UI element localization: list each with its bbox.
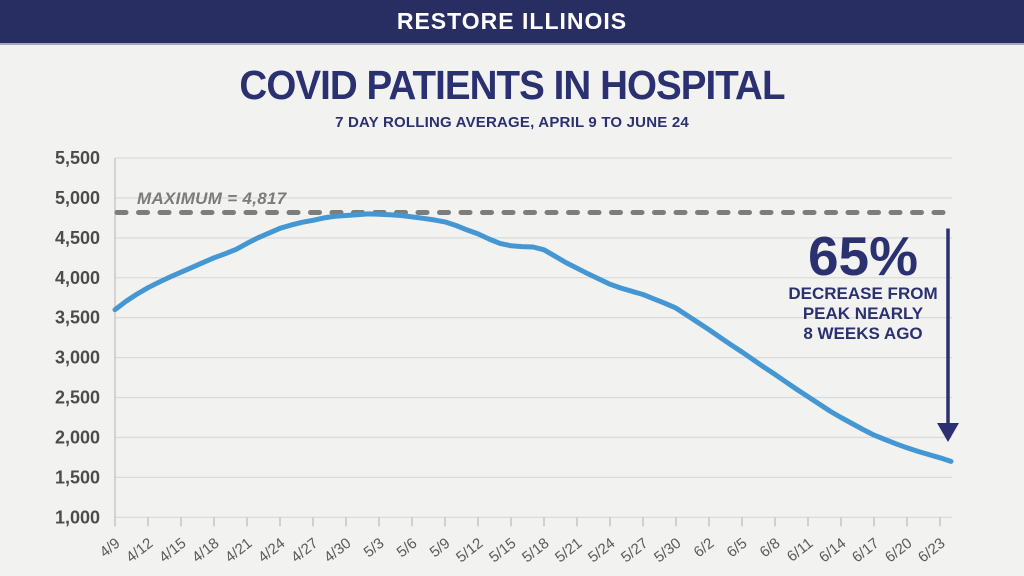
y-tick-label: 4,000 bbox=[55, 268, 100, 288]
x-tick-label: 4/24 bbox=[255, 535, 288, 566]
y-tick-label: 3,000 bbox=[55, 348, 100, 368]
x-tick-label: 4/15 bbox=[156, 535, 189, 566]
x-tick-label: 5/3 bbox=[361, 535, 388, 561]
x-tick-label: 5/18 bbox=[519, 535, 552, 566]
max-line-label: MAXIMUM = 4,817 bbox=[137, 189, 287, 208]
percent-desc-line-2: PEAK NEARLY bbox=[802, 304, 924, 323]
y-tick-label: 2,000 bbox=[55, 427, 100, 447]
x-tick-label: 5/15 bbox=[486, 535, 519, 566]
x-tick-label: 4/18 bbox=[189, 535, 222, 566]
percent-desc-line-3: 8 WEEKS AGO bbox=[803, 324, 923, 343]
x-tick-label: 6/8 bbox=[757, 535, 784, 561]
x-tick-label: 4/30 bbox=[321, 535, 354, 566]
x-tick-label: 6/2 bbox=[691, 535, 718, 561]
x-tick-label: 5/6 bbox=[394, 535, 421, 561]
x-tick-label: 6/20 bbox=[882, 535, 915, 566]
y-tick-label: 4,500 bbox=[55, 228, 100, 248]
x-tick-label: 6/23 bbox=[915, 535, 948, 566]
x-tick-label: 4/21 bbox=[222, 535, 255, 566]
x-tick-label: 6/11 bbox=[784, 535, 817, 566]
x-tick-label: 5/9 bbox=[427, 535, 454, 561]
x-tick-label: 6/17 bbox=[849, 535, 882, 566]
header-bar: RESTORE ILLINOIS bbox=[0, 0, 1024, 45]
percent-desc-line-1: DECREASE FROM bbox=[788, 284, 938, 303]
y-tick-label: 5,500 bbox=[55, 148, 100, 168]
x-tick-label: 4/12 bbox=[123, 535, 156, 566]
percent-decrease-description: DECREASE FROM PEAK NEARLY 8 WEEKS AGO bbox=[780, 284, 946, 344]
x-tick-label: 5/27 bbox=[618, 535, 651, 566]
page-subtitle: 7 DAY ROLLING AVERAGE, APRIL 9 TO JUNE 2… bbox=[335, 114, 689, 131]
header-title: RESTORE ILLINOIS bbox=[396, 8, 628, 34]
data-line bbox=[112, 211, 954, 464]
x-tick-label: 4/9 bbox=[97, 535, 124, 561]
decrease-arrow-head-icon bbox=[937, 423, 959, 442]
x-tick-label: 6/14 bbox=[816, 535, 849, 566]
page-title: COVID PATIENTS IN HOSPITAL bbox=[239, 62, 785, 108]
x-tick-label: 4/27 bbox=[288, 535, 321, 566]
y-tick-label: 1,500 bbox=[55, 467, 100, 487]
x-tick-label: 5/24 bbox=[585, 535, 618, 566]
y-tick-label: 3,500 bbox=[55, 308, 100, 328]
x-tick-label: 5/21 bbox=[552, 535, 585, 566]
x-tick-label: 5/30 bbox=[651, 535, 684, 566]
y-tick-label: 2,500 bbox=[55, 388, 100, 408]
y-tick-label: 1,000 bbox=[55, 507, 100, 527]
percent-decrease-value: 65% bbox=[807, 225, 919, 287]
x-tick-label: 6/5 bbox=[724, 535, 751, 561]
x-tick-label: 5/12 bbox=[453, 535, 486, 566]
y-tick-label: 5,000 bbox=[55, 188, 100, 208]
